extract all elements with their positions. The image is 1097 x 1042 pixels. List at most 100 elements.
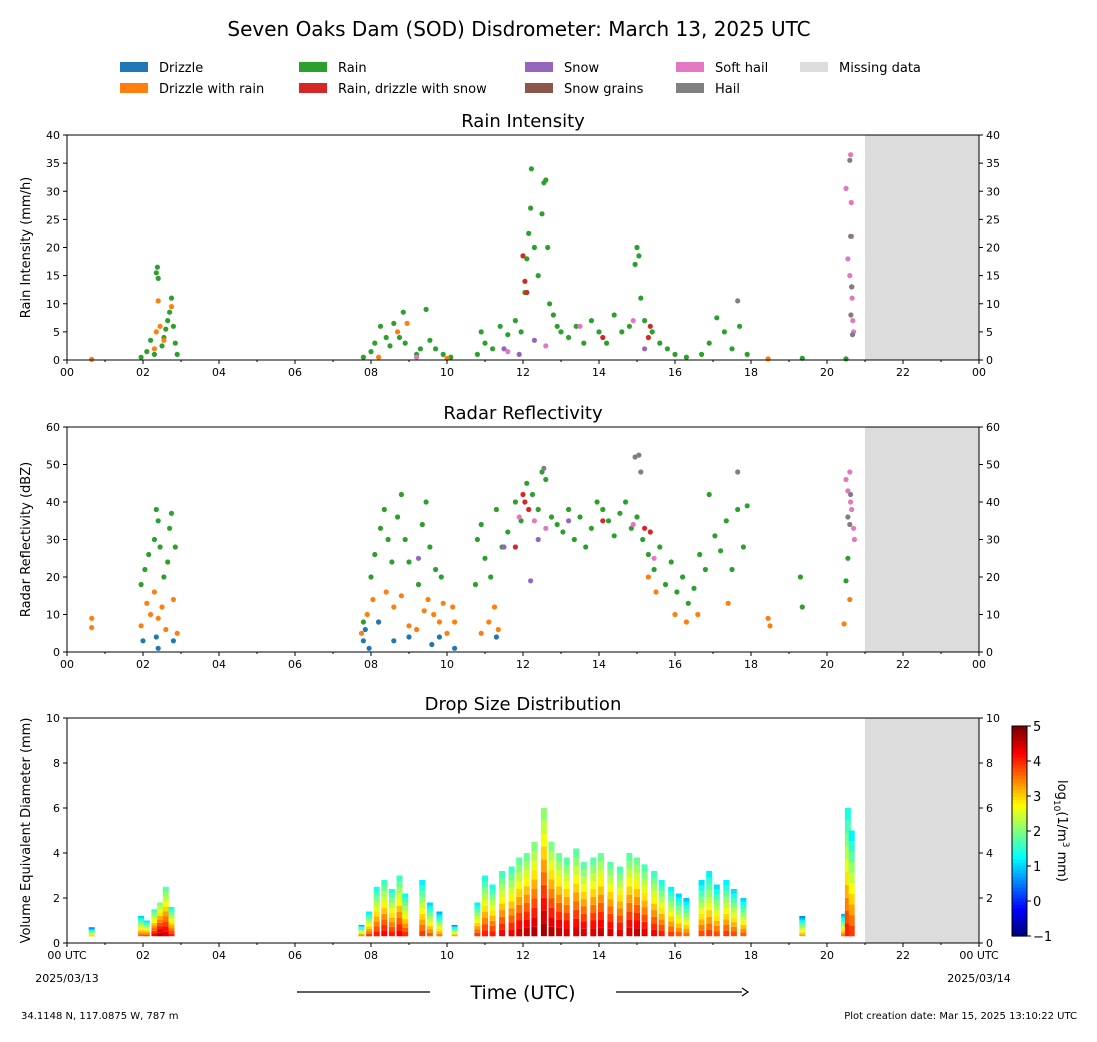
colorbar-tick-label: 2 [1033, 825, 1041, 840]
data-point [848, 199, 854, 206]
data-point [531, 244, 538, 251]
data-point [841, 621, 847, 627]
data-point [712, 533, 718, 539]
legend-label: Rain, drizzle with snow [338, 82, 487, 97]
dsd-cell [366, 914, 373, 917]
dsd-cell [381, 930, 388, 937]
dsd-cell [358, 934, 365, 936]
dsd-cell [580, 928, 587, 937]
data-point [157, 323, 163, 329]
dsd-cell [499, 916, 506, 924]
dsd-cell [143, 926, 150, 929]
dsd-cell [499, 910, 506, 917]
dsd-cell [641, 878, 648, 886]
data-point [400, 309, 406, 315]
dsd-cell [668, 921, 675, 927]
data-point [526, 230, 532, 236]
dsd-cell [651, 929, 658, 937]
dsd-cell [540, 897, 547, 911]
data-point [389, 559, 395, 565]
colorbar-cell [1012, 866, 1027, 871]
dsd-cell [799, 934, 806, 937]
data-point [142, 566, 148, 573]
dsd-cell [740, 928, 747, 933]
data-point [148, 337, 154, 343]
dsd-cell [698, 891, 705, 897]
dsd-cell [381, 885, 388, 892]
legend-swatch [525, 83, 553, 93]
data-point [151, 351, 157, 357]
data-point [406, 559, 412, 565]
dsd-cell [516, 920, 523, 929]
dsd-cell [740, 901, 747, 906]
dsd-cell [675, 919, 682, 924]
data-point [626, 323, 633, 329]
dsd-cell [556, 894, 563, 903]
colorbar-cell [1012, 820, 1027, 825]
station-location: 34.1148 N, 117.0875 W, 787 m [21, 1011, 179, 1022]
colorbar-cell [1012, 806, 1027, 811]
colorbar-cell [1012, 932, 1027, 937]
x-tick-label: 04 [212, 366, 226, 379]
dsd-cell [523, 911, 530, 920]
dsd-cell [683, 932, 690, 937]
dsd-cell [683, 913, 690, 918]
data-point [146, 551, 152, 558]
colorbar-cell [1012, 841, 1027, 846]
dsd-cell [651, 916, 658, 924]
data-point [850, 318, 856, 324]
data-point [138, 354, 144, 360]
dsd-cell [723, 913, 730, 920]
dsd-cell [706, 910, 713, 917]
dsd-cell [516, 928, 523, 937]
data-point [167, 309, 173, 315]
data-point [364, 611, 370, 618]
x-tick-label: 04 [212, 658, 226, 671]
legend-label: Drizzle [159, 61, 203, 76]
data-point [415, 555, 422, 561]
dsd-cell [848, 894, 855, 905]
x-tick-label: 14 [592, 949, 606, 962]
dsd-cell [419, 902, 426, 909]
dsd-cell [143, 920, 150, 923]
colorbar-cell [1012, 852, 1027, 857]
data-point [600, 506, 606, 513]
y-tick-label: 2 [53, 892, 60, 905]
dsd-cell [451, 931, 458, 933]
dsd-cell [675, 902, 682, 907]
data-point [548, 514, 555, 520]
dsd-cell [151, 917, 158, 921]
dsd-cell [616, 880, 623, 888]
data-point [566, 334, 572, 341]
dsd-cell [730, 912, 737, 918]
x-tick-label: 00 [60, 366, 74, 379]
data-point [444, 630, 450, 636]
dsd-cell [597, 869, 604, 878]
dsd-cell [508, 887, 515, 895]
colorbar-tick-label: 0 [1033, 895, 1041, 910]
dsd-cell [482, 930, 488, 937]
x-tick-label: 00 [60, 658, 74, 671]
dsd-cell [88, 927, 95, 929]
dsd-cell [723, 891, 730, 897]
data-point [512, 544, 519, 550]
y-tick-label: 25 [46, 213, 60, 226]
dsd-cell [668, 891, 675, 897]
dsd-cell [168, 933, 175, 937]
data-point [438, 574, 444, 580]
colorbar-cell [1012, 768, 1027, 773]
data-point [640, 536, 646, 543]
data-point [406, 623, 412, 629]
data-point [398, 491, 404, 498]
y-tick-label-right: 25 [986, 213, 1000, 226]
dsd-cell [597, 927, 604, 937]
data-point [163, 326, 169, 332]
dsd-cell [373, 911, 380, 917]
dsd-cell [799, 928, 806, 931]
colorbar-cell [1012, 901, 1027, 906]
dsd-cell [540, 885, 547, 898]
dsd-cell [489, 905, 496, 911]
dsd-cell [658, 880, 665, 886]
data-point [849, 284, 855, 290]
